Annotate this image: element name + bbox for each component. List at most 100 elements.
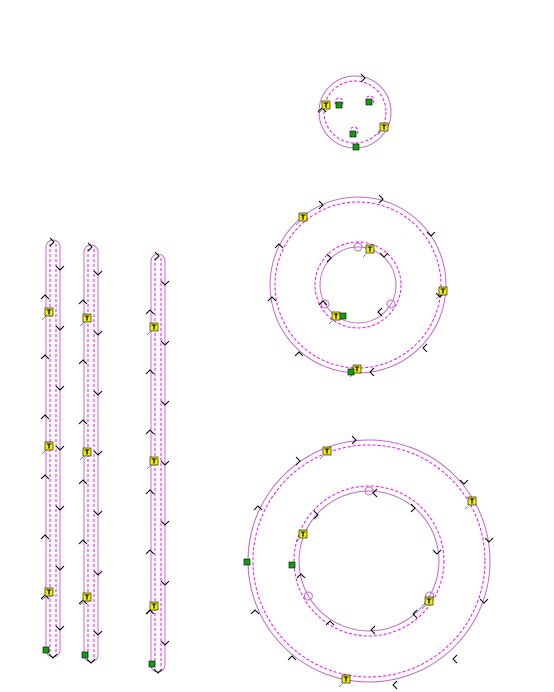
direction-arrow-icon bbox=[160, 640, 170, 646]
ring-inner-toolpath bbox=[293, 485, 445, 637]
ring-outer-toolpath bbox=[274, 201, 442, 369]
tab-marker-leader bbox=[79, 322, 84, 327]
direction-arrow-icon bbox=[160, 520, 170, 526]
tab-marker-icon[interactable]: T bbox=[318, 100, 331, 114]
tab-marker-box bbox=[321, 100, 331, 110]
tab-marker-box bbox=[44, 307, 54, 317]
ring-outer-toolpath bbox=[252, 444, 486, 678]
tab-marker-icon[interactable]: T bbox=[435, 286, 448, 300]
direction-arrow-icon bbox=[459, 479, 469, 485]
ring-inner-toolpath bbox=[314, 241, 402, 329]
lead-in-marker-icon[interactable] bbox=[352, 143, 360, 151]
direction-arrow-icon bbox=[296, 573, 306, 579]
tab-marker-icon[interactable]: T bbox=[41, 307, 54, 321]
tab-marker-icon[interactable]: T bbox=[146, 322, 159, 336]
direction-arrow-icon bbox=[267, 296, 277, 302]
tab-marker-leader bbox=[79, 601, 84, 606]
tab-marker-label: T bbox=[470, 498, 475, 506]
ring-notch bbox=[353, 242, 363, 252]
direction-arrow-icon bbox=[250, 609, 260, 615]
direction-arrow-icon bbox=[318, 200, 324, 210]
tab-marker-box bbox=[322, 446, 332, 456]
lead-in-marker-icon[interactable] bbox=[339, 312, 347, 320]
tab-marker-label: T bbox=[85, 315, 90, 323]
tab-marker-label: T bbox=[85, 449, 90, 457]
ring-notch bbox=[364, 486, 374, 496]
ring-outer-toolpath bbox=[323, 80, 387, 144]
direction-arrow-icon bbox=[360, 73, 366, 83]
ring-part[interactable] bbox=[269, 196, 447, 374]
direction-arrow-icon bbox=[326, 253, 332, 263]
direction-arrow-icon bbox=[412, 609, 418, 619]
tab-marker-label: T bbox=[47, 309, 52, 317]
tab-marker-box bbox=[44, 441, 54, 451]
direction-arrow-icon bbox=[78, 539, 88, 545]
tab-marker-leader bbox=[146, 610, 151, 615]
ring-inner-outline bbox=[319, 246, 397, 324]
direction-arrow-icon bbox=[55, 265, 65, 271]
tab-marker-icon[interactable]: T bbox=[146, 456, 159, 470]
direction-arrow-icon bbox=[160, 400, 170, 406]
tab-marker-box bbox=[365, 244, 375, 254]
lead-in-marker-icon[interactable] bbox=[81, 651, 89, 659]
tab-marker-box bbox=[44, 587, 54, 597]
ring-notch bbox=[320, 299, 330, 309]
direction-arrow-icon bbox=[313, 510, 319, 520]
lead-in-marker-icon[interactable] bbox=[288, 561, 296, 569]
ring-part[interactable] bbox=[247, 439, 491, 683]
tab-marker-label: T bbox=[441, 288, 446, 296]
tab-marker-leader bbox=[146, 331, 151, 336]
direction-arrow-icon bbox=[86, 658, 96, 664]
lead-in-marker-icon[interactable] bbox=[335, 101, 343, 109]
direction-arrow-icon bbox=[40, 354, 50, 360]
markers-layer: T T T T T T T T T T T T T T T T T T T T T bbox=[41, 98, 477, 688]
direction-arrow-icon bbox=[253, 505, 263, 511]
lead-in-marker-icon[interactable] bbox=[243, 558, 251, 566]
lead-in-marker-icon[interactable] bbox=[347, 368, 355, 376]
direction-arrow-icon bbox=[78, 479, 88, 485]
lead-in-marker-icon[interactable] bbox=[365, 98, 373, 106]
tab-marker-icon[interactable]: T bbox=[41, 441, 54, 455]
tab-marker-label: T bbox=[368, 246, 373, 254]
tab-marker-icon[interactable]: T bbox=[295, 529, 308, 543]
direction-arrow-icon bbox=[55, 505, 65, 511]
tab-marker-icon[interactable]: T bbox=[41, 587, 54, 601]
tab-marker-leader bbox=[338, 683, 343, 688]
tab-marker-icon[interactable]: T bbox=[464, 496, 477, 510]
tab-marker-leader bbox=[295, 221, 300, 226]
tab-marker-box bbox=[424, 596, 434, 606]
ring-outer-outline bbox=[247, 439, 491, 683]
tab-marker-icon[interactable]: T bbox=[79, 447, 92, 461]
tab-marker-icon[interactable]: T bbox=[319, 446, 332, 460]
direction-arrow-icon bbox=[379, 252, 389, 258]
direction-arrow-icon bbox=[145, 489, 155, 495]
lead-in-marker-icon[interactable] bbox=[349, 130, 357, 138]
tab-marker-icon[interactable]: T bbox=[376, 122, 389, 136]
direction-arrow-icon bbox=[93, 630, 103, 636]
tab-marker-icon[interactable]: T bbox=[338, 674, 351, 688]
direction-arrow-icon bbox=[160, 580, 170, 586]
direction-arrows-layer bbox=[40, 73, 494, 690]
tab-marker-leader bbox=[319, 455, 324, 460]
tab-marker-icon[interactable]: T bbox=[146, 601, 159, 615]
tab-marker-icon[interactable]: T bbox=[79, 592, 92, 606]
direction-arrow-icon bbox=[377, 307, 383, 317]
tab-marker-label: T bbox=[344, 676, 349, 684]
tab-marker-leader bbox=[318, 109, 323, 114]
direction-arrow-icon bbox=[160, 340, 170, 346]
direction-arrow-icon bbox=[93, 330, 103, 336]
tab-marker-label: T bbox=[152, 324, 157, 332]
lead-in-marker-icon[interactable] bbox=[148, 660, 156, 668]
tab-marker-icon[interactable]: T bbox=[362, 244, 375, 258]
lead-in-marker-icon[interactable] bbox=[42, 646, 50, 654]
tab-marker-box bbox=[149, 456, 159, 466]
tab-marker-icon[interactable]: T bbox=[295, 212, 308, 226]
tab-marker-box bbox=[82, 447, 92, 457]
direction-arrow-icon bbox=[153, 668, 163, 674]
direction-arrow-icon bbox=[479, 598, 489, 604]
tab-marker-leader bbox=[421, 605, 426, 610]
tab-marker-icon[interactable]: T bbox=[421, 596, 434, 610]
direction-arrow-icon bbox=[55, 445, 65, 451]
tab-marker-leader bbox=[376, 131, 381, 136]
tab-marker-icon[interactable]: T bbox=[79, 313, 92, 327]
